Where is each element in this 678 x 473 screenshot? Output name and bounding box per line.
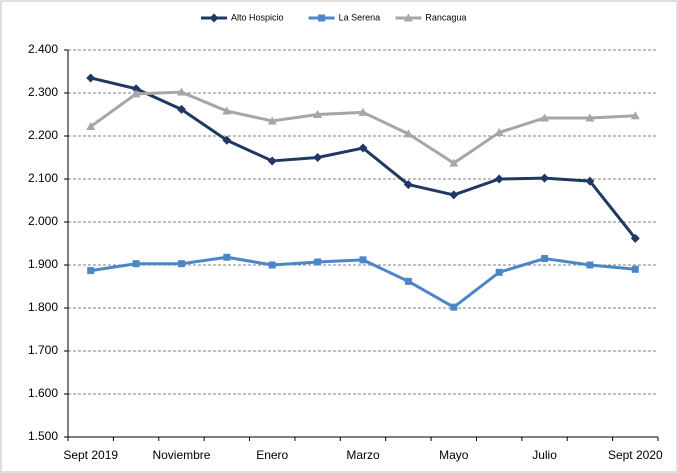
x-tick-label: Mayo [439, 448, 469, 462]
marker [404, 277, 412, 285]
y-tick-label: 1.700 [28, 343, 58, 357]
marker [176, 104, 186, 114]
marker [358, 107, 368, 116]
marker [403, 13, 413, 22]
y-tick-label: 2.100 [28, 171, 58, 185]
marker [541, 255, 549, 263]
x-tick-label: Marzo [346, 448, 380, 462]
marker [176, 87, 186, 96]
marker [359, 256, 367, 264]
x-tick-label: Noviembre [152, 448, 210, 462]
y-tick-label: 1.600 [28, 386, 58, 400]
marker [267, 156, 277, 166]
marker [132, 260, 140, 268]
marker [268, 261, 276, 269]
marker [313, 153, 323, 162]
x-tick-label: Sept 2019 [63, 448, 118, 462]
marker [223, 253, 231, 261]
marker [630, 233, 640, 243]
marker [403, 180, 413, 190]
legend-label: Rancagua [425, 12, 466, 22]
marker [86, 122, 96, 131]
marker [131, 84, 141, 94]
y-tick-label: 2.200 [28, 128, 58, 142]
marker [209, 13, 219, 23]
legend-label: La Serena [339, 12, 381, 22]
marker [318, 14, 326, 22]
x-tick-label: Enero [256, 448, 288, 462]
marker [494, 174, 504, 184]
x-tick-label: Julio [532, 448, 557, 462]
marker [450, 303, 458, 311]
marker [540, 113, 550, 122]
marker [222, 106, 232, 115]
marker [358, 143, 368, 153]
y-tick-label: 2.400 [28, 42, 58, 56]
marker [267, 116, 277, 125]
marker [540, 173, 550, 183]
marker [631, 265, 639, 273]
marker [177, 260, 185, 268]
marker [314, 258, 322, 266]
y-tick-label: 1.800 [28, 300, 58, 314]
marker [403, 129, 413, 138]
marker [585, 176, 595, 186]
y-tick-label: 2.300 [28, 85, 58, 99]
marker [313, 110, 323, 118]
marker [131, 89, 141, 98]
marker [586, 261, 594, 269]
marker [449, 158, 459, 167]
marker [630, 111, 640, 120]
y-tick-label: 1.500 [28, 429, 58, 443]
marker [495, 268, 503, 276]
legend-label: Alto Hospicio [231, 12, 284, 22]
y-tick-label: 1.900 [28, 257, 58, 271]
marker [585, 113, 595, 122]
marker [87, 267, 95, 275]
marker [494, 128, 504, 137]
y-tick-label: 2.000 [28, 214, 58, 228]
marker [86, 73, 96, 83]
x-tick-label: Sept 2020 [608, 448, 663, 462]
marker [449, 190, 459, 200]
marker [222, 135, 232, 145]
